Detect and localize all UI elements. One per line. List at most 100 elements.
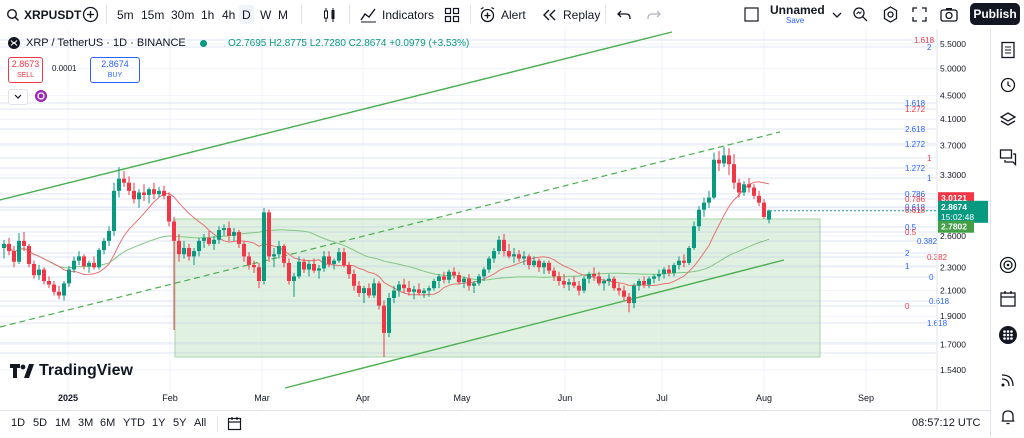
candle-body (182, 247, 186, 255)
symbol-search[interactable]: XRPUSDT (6, 0, 81, 29)
range-5y[interactable]: 5Y (173, 417, 187, 429)
candle-body (222, 228, 226, 231)
sell-price: 2.8673 (11, 59, 40, 69)
snapshot-button[interactable] (940, 0, 958, 29)
settings-button[interactable] (882, 0, 899, 29)
layout-dropdown[interactable] (832, 0, 842, 29)
redo-button[interactable] (647, 0, 661, 29)
candle-body (337, 252, 341, 261)
fib-label: 2 (927, 43, 932, 52)
candle-body (232, 231, 236, 236)
goto-date-icon[interactable] (227, 416, 242, 431)
layout-checkbox[interactable] (744, 0, 759, 29)
candle-body (52, 284, 56, 292)
alert-button[interactable]: Alert (479, 0, 526, 29)
calendar-icon[interactable] (999, 290, 1017, 308)
watchlist-icon[interactable] (999, 41, 1017, 59)
range-3m[interactable]: 3M (78, 417, 94, 429)
time-tick-label: Feb (162, 393, 178, 403)
range-1d[interactable]: 1D (11, 417, 26, 429)
candle-body (707, 197, 711, 203)
channel-mid-line (0, 131, 781, 328)
fib-label: 2.618 (905, 125, 926, 134)
time-tick-label: Aug (756, 393, 772, 403)
candle-body (12, 251, 16, 262)
chart-type-button[interactable] (322, 0, 338, 29)
candle-body (762, 202, 766, 217)
candle-body (667, 269, 671, 273)
candle-body (282, 245, 286, 263)
candle-body (142, 192, 146, 195)
interval-m[interactable]: M (278, 0, 288, 29)
time-tick-label: Apr (356, 393, 370, 403)
interval-label: 4h (222, 7, 236, 22)
data-window-button[interactable] (34, 89, 48, 108)
layout-save-status[interactable]: Save (786, 16, 805, 25)
moving-average-badge: 2.7802 (938, 220, 974, 233)
last-price-text: 2.8674 (941, 202, 967, 212)
interval-label: 15m (141, 7, 165, 22)
brand-name: TradingView (39, 362, 133, 379)
indicators-button[interactable]: Indicators (360, 0, 434, 29)
interval-label: W (260, 7, 272, 22)
candle-body (422, 290, 426, 294)
range-ytd[interactable]: YTD (123, 417, 145, 429)
undo-button[interactable] (617, 0, 631, 29)
candle-body (367, 288, 371, 296)
layers-icon[interactable] (999, 111, 1017, 129)
candle-body (27, 245, 31, 264)
templates-button[interactable] (444, 0, 460, 29)
alerts-icon[interactable] (999, 75, 1017, 93)
candle-body (477, 276, 481, 284)
candle-body (522, 256, 526, 259)
legend-collapse-button[interactable] (8, 89, 28, 105)
interval-30m[interactable]: 30m (171, 0, 194, 29)
chevron-down-icon (832, 12, 842, 18)
candle-body (612, 278, 616, 289)
range-1y[interactable]: 1Y (152, 417, 166, 429)
interval-4h[interactable]: 4h (222, 0, 235, 29)
interval-w[interactable]: W (260, 0, 271, 29)
notifications-icon[interactable] (999, 408, 1017, 426)
buy-button[interactable]: 2.8674 BUY (90, 57, 140, 83)
sell-button[interactable]: 2.8673 SELL (8, 57, 43, 83)
target-icon[interactable] (999, 256, 1017, 274)
candle-body (247, 256, 251, 266)
candle-body (357, 285, 361, 294)
price-chart[interactable]: 1.61821.6181.2722.6181.27211.27210.7860.… (0, 29, 990, 410)
chat-icon[interactable] (999, 148, 1017, 166)
symbol-title[interactable]: XRP / TetherUS · 1D · BINANCE (26, 37, 186, 49)
candle-body (272, 254, 276, 257)
brand-logo[interactable]: TradingView (10, 362, 133, 380)
candle-body (472, 283, 476, 286)
apps-icon[interactable] (999, 326, 1017, 344)
replay-button[interactable]: Replay (542, 0, 600, 29)
interval-5m[interactable]: 5m (117, 0, 134, 29)
range-all[interactable]: All (194, 417, 207, 429)
quick-search-button[interactable] (852, 0, 869, 29)
candle-body (452, 271, 456, 276)
toolbar-divider (106, 5, 107, 24)
range-1m[interactable]: 1M (55, 417, 71, 429)
candle-body (347, 265, 351, 275)
clock-display[interactable]: 08:57:12 UTC (912, 417, 981, 429)
candle-body (32, 263, 36, 276)
last-price-bg (938, 200, 988, 223)
range-5d[interactable]: 5D (33, 417, 48, 429)
candle-body (77, 256, 81, 261)
broadcast-icon[interactable] (999, 371, 1017, 389)
interval-d[interactable]: D (239, 5, 254, 24)
interval-1h[interactable]: 1h (201, 0, 214, 29)
publish-button[interactable]: Publish (970, 3, 1020, 25)
candle-body (112, 190, 116, 231)
range-6m[interactable]: 6M (100, 417, 116, 429)
fib-label: 1.272 (905, 105, 926, 114)
price-tick-label: 4.1000 (940, 114, 966, 124)
candles-icon (324, 7, 335, 22)
price-tick-label: 5.5000 (940, 39, 966, 49)
toolbar-divider (217, 416, 218, 432)
fullscreen-button[interactable] (912, 0, 927, 29)
interval-15m[interactable]: 15m (141, 0, 164, 29)
layout-name[interactable]: Unnamed (770, 3, 825, 17)
compare-button[interactable] (82, 0, 99, 29)
